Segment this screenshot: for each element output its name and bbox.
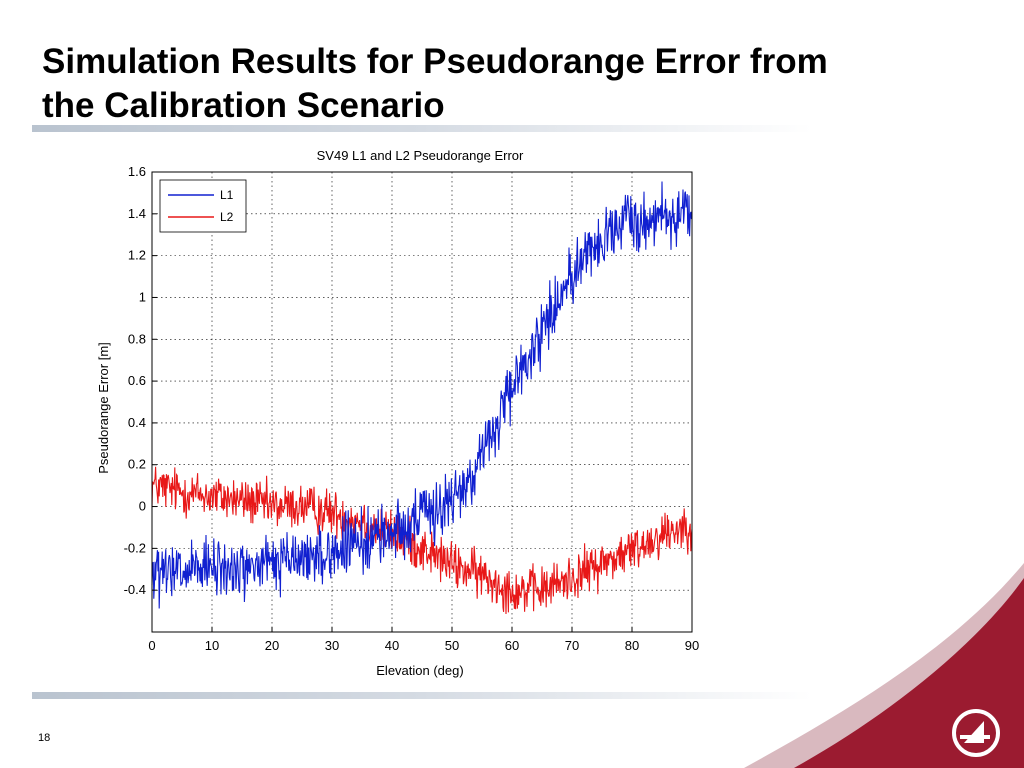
series-l2-line — [151, 466, 693, 615]
y-tick-label: 1 — [139, 289, 146, 304]
y-tick-label: -0.2 — [124, 540, 146, 555]
pseudorange-error-chart: SV49 L1 and L2 Pseudorange Error 0 10 20 30… — [96, 148, 699, 678]
slide-title: Simulation Results for Pseudorange Error… — [42, 40, 922, 128]
y-tick-label: 1.6 — [128, 164, 146, 179]
x-tick-label: 50 — [445, 638, 459, 653]
footer-divider — [32, 692, 812, 699]
plot-frame — [151, 171, 693, 633]
x-tick-label: 80 — [625, 638, 639, 653]
title-line-2: the Calibration Scenario — [42, 86, 445, 125]
x-tick-label: 10 — [205, 638, 219, 653]
x-tick-label: 0 — [148, 638, 155, 653]
x-tick-label: 30 — [325, 638, 339, 653]
series-l1-line — [151, 181, 693, 609]
legend: L1 L2 — [159, 179, 247, 233]
legend-l1-label: L1 — [220, 188, 234, 202]
y-tick-label: -0.4 — [124, 582, 146, 597]
title-divider — [32, 125, 812, 132]
y-axis-label: Pseudorange Error [m] — [96, 342, 111, 474]
y-tick-label: 1.4 — [128, 206, 146, 221]
legend-box — [159, 179, 247, 233]
swoosh-main — [794, 578, 1024, 768]
y-tick-label: 0.8 — [128, 331, 146, 346]
series-layer — [151, 181, 693, 615]
y-tick-label: 0.2 — [128, 457, 146, 472]
y-tick-label: 0.4 — [128, 415, 146, 430]
page-number: 18 — [38, 732, 51, 744]
y-tick-label: 0.6 — [128, 373, 146, 388]
legend-l2-label: L2 — [220, 210, 234, 224]
x-ticks: 0 10 20 30 40 50 60 70 80 90 — [148, 627, 699, 653]
chart-title: SV49 L1 and L2 Pseudorange Error — [317, 148, 524, 163]
x-tick-label: 90 — [685, 638, 699, 653]
corner-decoration — [744, 563, 1024, 768]
brand-logo-icon — [952, 709, 1000, 757]
x-tick-label: 60 — [505, 638, 519, 653]
x-axis-label: Elevation (deg) — [376, 663, 463, 678]
y-ticks: -0.4 -0.2 0 0.2 0.4 0.6 0.8 1 1.2 1.4 1.6 — [124, 164, 157, 597]
y-tick-label: 0 — [139, 499, 146, 514]
x-tick-label: 70 — [565, 638, 579, 653]
x-tick-label: 20 — [265, 638, 279, 653]
y-tick-label: 1.2 — [128, 248, 146, 263]
title-line-1: Simulation Results for Pseudorange Error… — [42, 42, 828, 81]
x-tick-label: 40 — [385, 638, 399, 653]
chart-figure: SV49 L1 and L2 Pseudorange Error 0 10 20 30… — [88, 140, 718, 690]
